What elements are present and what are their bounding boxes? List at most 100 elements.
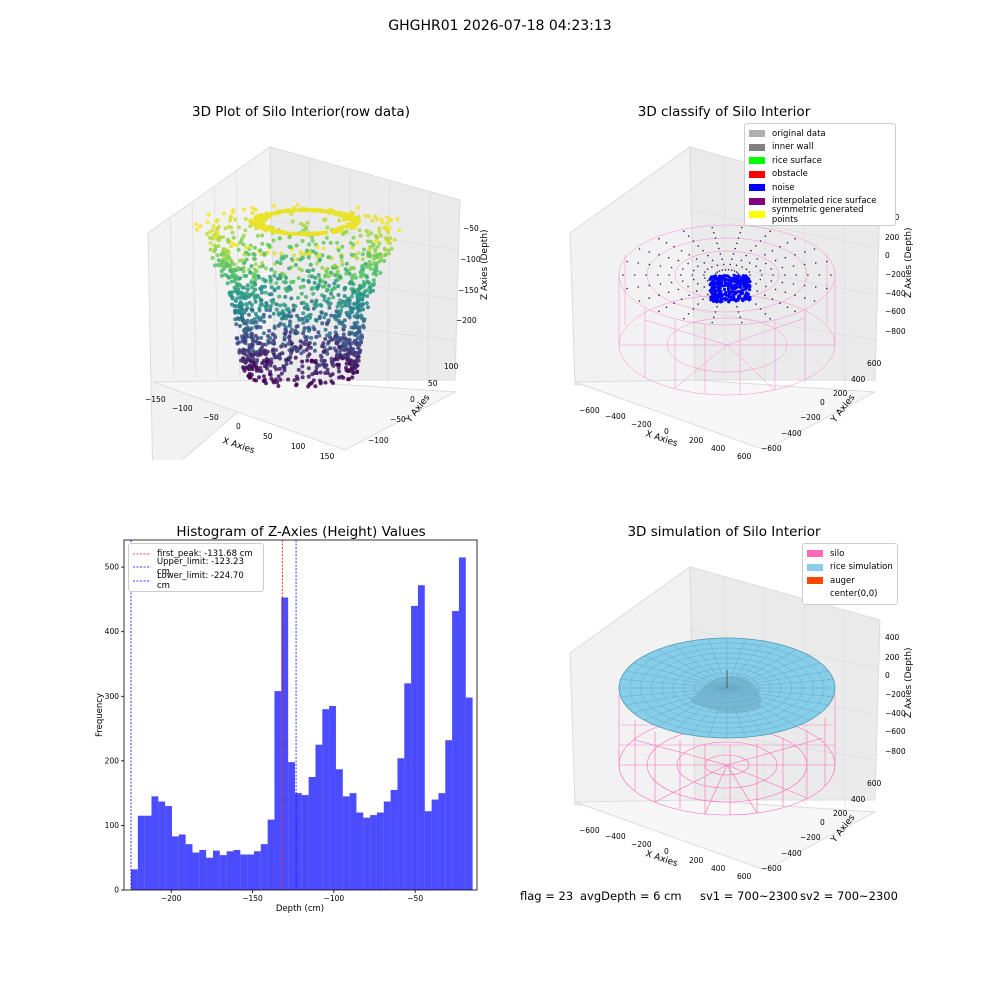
data-point <box>298 344 303 349</box>
interpolated-point <box>804 251 806 253</box>
interpolated-point <box>737 311 740 313</box>
noise-point <box>733 292 737 296</box>
data-point <box>350 330 354 335</box>
interpolated-point <box>781 281 784 284</box>
noise-point <box>733 286 738 290</box>
data-point <box>357 343 362 348</box>
data-point <box>283 286 288 291</box>
interpolated-point <box>774 259 777 262</box>
data-point <box>284 275 288 280</box>
data-point <box>211 224 216 229</box>
data-point <box>228 214 233 219</box>
data-point <box>262 379 267 384</box>
noise-point <box>708 283 712 287</box>
data-point <box>298 249 303 254</box>
x-tick-label: −200 <box>161 894 182 903</box>
legend-label: rice simulation <box>830 562 893 573</box>
data-point <box>210 256 215 260</box>
interpolated-point <box>695 258 698 260</box>
noise-point <box>743 284 748 288</box>
data-point <box>259 335 264 340</box>
noise-point <box>728 290 732 295</box>
p1-xtick: 100 <box>291 442 306 451</box>
data-point <box>360 267 365 272</box>
data-point <box>270 332 275 337</box>
histogram-bar <box>267 819 275 890</box>
interpolated-point <box>759 308 762 310</box>
data-point <box>206 212 211 217</box>
data-point <box>349 273 354 278</box>
interpolated-point <box>745 254 747 257</box>
p1-ztick: −50 <box>463 224 479 233</box>
histogram-bar <box>329 705 336 890</box>
p2-ztick: −600 <box>885 307 906 316</box>
data-point <box>250 284 255 289</box>
data-point <box>352 225 357 230</box>
data-point <box>269 357 274 362</box>
data-point <box>279 316 284 321</box>
data-point <box>314 261 319 266</box>
data-point <box>332 286 337 290</box>
legend-label: obstacle <box>772 169 808 180</box>
data-point <box>232 285 237 290</box>
data-point <box>316 330 321 335</box>
histogram-bar <box>171 836 179 890</box>
data-point <box>283 303 288 308</box>
legend-label: auger <box>830 575 855 586</box>
data-point <box>342 318 347 323</box>
histogram-bar <box>137 815 145 890</box>
data-point <box>331 381 335 385</box>
data-point <box>241 356 246 361</box>
data-point <box>371 256 376 261</box>
histogram-xlabel: Depth (cm) <box>276 904 324 914</box>
data-point <box>355 363 360 368</box>
noise-point <box>727 299 731 303</box>
data-point <box>300 359 305 364</box>
histogram-bar <box>144 815 152 890</box>
data-point <box>263 290 268 295</box>
data-point <box>254 217 259 222</box>
data-point <box>344 271 349 276</box>
interpolated-point <box>794 254 796 256</box>
data-point <box>313 275 318 280</box>
data-point <box>383 252 388 257</box>
data-point <box>364 275 369 280</box>
data-point <box>230 230 235 235</box>
interpolated-point <box>716 305 718 308</box>
data-point <box>287 355 292 360</box>
interpolated-point <box>826 287 828 290</box>
interpolated-point <box>804 297 806 299</box>
data-point <box>287 266 292 271</box>
noise-point <box>718 295 722 299</box>
p4-ztick: −400 <box>885 709 906 718</box>
data-point <box>252 280 257 285</box>
interpolated-point <box>764 294 766 296</box>
data-point <box>291 307 296 312</box>
data-point <box>261 312 266 317</box>
data-point <box>309 359 314 364</box>
histogram-bar <box>363 817 371 890</box>
p2-ytick: 0 <box>820 398 825 407</box>
data-point <box>344 229 349 234</box>
legend-item: inner wall <box>749 141 891 155</box>
histogram-plot: −200 −150 −100 −50 0 100 200 300 400 500 Depth (… <box>95 539 478 914</box>
data-point <box>249 219 254 225</box>
data-point <box>313 360 318 365</box>
data-point <box>243 245 248 249</box>
data-point <box>282 322 286 327</box>
data-point <box>343 267 348 272</box>
noise-point <box>718 274 722 278</box>
data-point <box>241 233 246 238</box>
p2-ztick: 200 <box>885 233 900 242</box>
interpolated-point <box>711 266 713 268</box>
interpolated-point <box>702 249 704 252</box>
data-point <box>284 230 290 236</box>
data-point <box>289 342 294 347</box>
data-point <box>305 231 310 237</box>
data-point <box>281 311 286 316</box>
data-point <box>226 240 231 244</box>
histogram-bar <box>370 815 377 890</box>
x-tick-label: −150 <box>242 894 263 903</box>
data-point <box>348 222 354 227</box>
noise-point <box>725 297 729 301</box>
